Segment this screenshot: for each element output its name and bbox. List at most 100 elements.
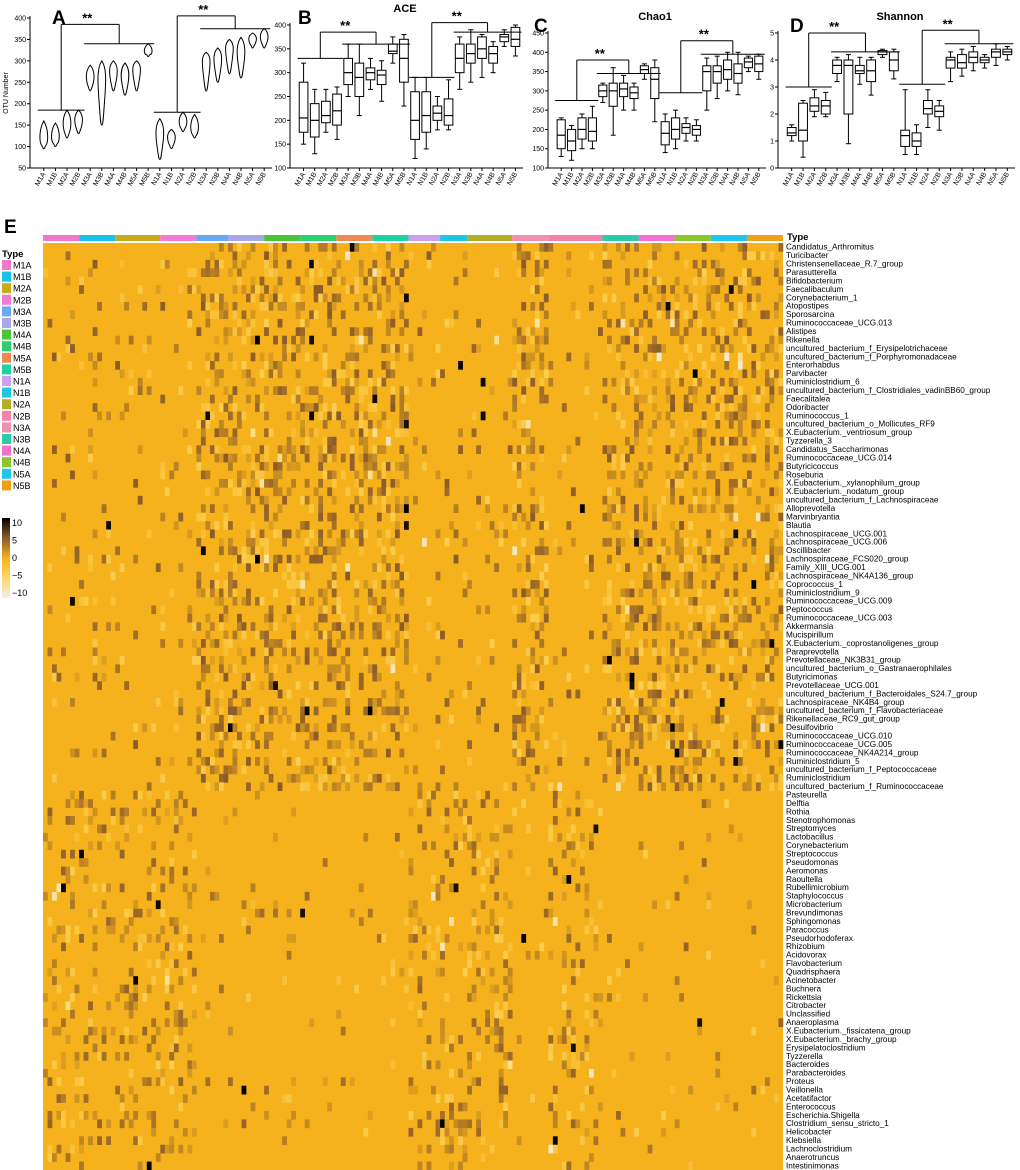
heatmap-cell — [241, 285, 247, 294]
heatmap-cell — [363, 411, 369, 421]
heatmap-cell — [656, 411, 662, 421]
box — [712, 65, 722, 84]
heatmap-cell — [413, 1085, 418, 1095]
heatmap-cell — [584, 891, 590, 901]
heatmap-cell — [494, 934, 500, 943]
heatmap-cell — [778, 706, 784, 716]
heatmap-cell — [250, 428, 256, 438]
heatmap-cell — [268, 714, 274, 724]
heatmap-cell — [706, 639, 712, 648]
heatmap-cell — [331, 554, 337, 564]
heatmap-cell — [462, 251, 468, 261]
heatmap-cell — [566, 832, 572, 842]
heatmap-cell — [232, 386, 238, 395]
heatmap-cell — [498, 1119, 504, 1129]
heatmap-cell — [214, 891, 220, 901]
row-label: Acinetobacter — [786, 976, 836, 985]
heatmap-cell — [643, 504, 648, 513]
heatmap-cell — [349, 731, 355, 741]
heatmap-cell — [751, 546, 757, 556]
heatmap-cell — [652, 689, 657, 699]
heatmap-cell — [246, 251, 251, 261]
heatmap-cell — [769, 639, 775, 648]
heatmap-cell — [47, 967, 53, 977]
heatmap-cell — [363, 1127, 369, 1137]
heatmap-cell — [250, 647, 256, 657]
y-tick-label: 350 — [532, 69, 544, 76]
heatmap-cell — [403, 765, 409, 775]
heatmap-cell — [422, 462, 427, 471]
heatmap-cell — [124, 984, 130, 994]
heatmap-cell — [286, 259, 292, 269]
heatmap-cell — [128, 917, 134, 926]
heatmap-cell — [778, 782, 784, 792]
heatmap-cell — [467, 681, 472, 690]
heatmap-cell — [706, 605, 712, 615]
heatmap-cell — [241, 335, 247, 345]
heatmap-cell — [205, 664, 211, 674]
heatmap-cell — [516, 714, 522, 724]
heatmap-cell — [647, 428, 653, 438]
heatmap-cell — [106, 1119, 111, 1129]
heatmap-cell — [394, 630, 400, 640]
heatmap-cell — [525, 377, 531, 387]
heatmap-cell — [661, 301, 666, 311]
heatmap-cell — [291, 571, 296, 581]
heatmap-cell — [295, 554, 301, 564]
heatmap-cell — [340, 276, 346, 286]
heatmap-cell — [200, 546, 206, 556]
heatmap-cell — [223, 765, 229, 775]
heatmap-cell — [679, 470, 685, 480]
heatmap-cell — [697, 428, 703, 438]
heatmap-cell — [376, 529, 382, 539]
heatmap-cell — [390, 344, 396, 353]
heatmap-cell — [223, 310, 229, 320]
heatmap-cell — [390, 369, 396, 379]
heatmap-cell — [214, 765, 220, 775]
heatmap-cell — [652, 386, 657, 395]
heatmap-cell — [701, 580, 707, 589]
heatmap-cell — [110, 1026, 116, 1036]
heatmap-cell — [417, 1144, 423, 1154]
heatmap-cell — [394, 588, 400, 598]
heatmap-cell — [444, 1119, 450, 1129]
heatmap-cell — [561, 1035, 567, 1044]
heatmap-cell — [652, 369, 657, 379]
heatmap-cell — [124, 1026, 130, 1036]
heatmap-cell — [480, 866, 486, 876]
heatmap-cell — [616, 411, 621, 421]
heatmap-cell — [539, 352, 545, 362]
heatmap-cell — [52, 976, 57, 985]
heatmap-cell — [178, 386, 184, 395]
heatmap-cell — [674, 891, 680, 901]
heatmap-cell — [331, 478, 337, 488]
heatmap-cell — [647, 1144, 653, 1154]
heatmap-cell — [196, 731, 202, 741]
heatmap-cell — [246, 318, 251, 328]
heatmap-cell — [394, 529, 400, 539]
heatmap-cell — [255, 596, 260, 606]
heatmap-cell — [205, 521, 211, 530]
heatmap-cell — [751, 925, 757, 935]
heatmap-cell — [778, 714, 784, 724]
legend-swatch — [2, 434, 11, 444]
heatmap-cell — [674, 748, 680, 758]
heatmap-cell — [458, 1127, 463, 1137]
heatmap-cell — [719, 698, 725, 707]
heatmap-cell — [137, 386, 143, 395]
heatmap-cell — [408, 251, 414, 261]
heatmap-cell — [381, 689, 387, 699]
heatmap-cell — [209, 394, 215, 404]
heatmap-cell — [507, 445, 513, 454]
heatmap-cell — [444, 807, 450, 817]
heatmap-cell — [399, 462, 405, 471]
heatmap-cell — [634, 731, 639, 741]
heatmap-cell — [661, 580, 666, 589]
heatmap-cell — [295, 293, 301, 303]
heatmap-cell — [70, 849, 75, 859]
heatmap-cell — [74, 748, 80, 758]
heatmap-cell — [264, 639, 269, 648]
heatmap-cell — [101, 900, 107, 910]
heatmap-cell — [336, 681, 342, 690]
heatmap-cell — [634, 386, 639, 395]
